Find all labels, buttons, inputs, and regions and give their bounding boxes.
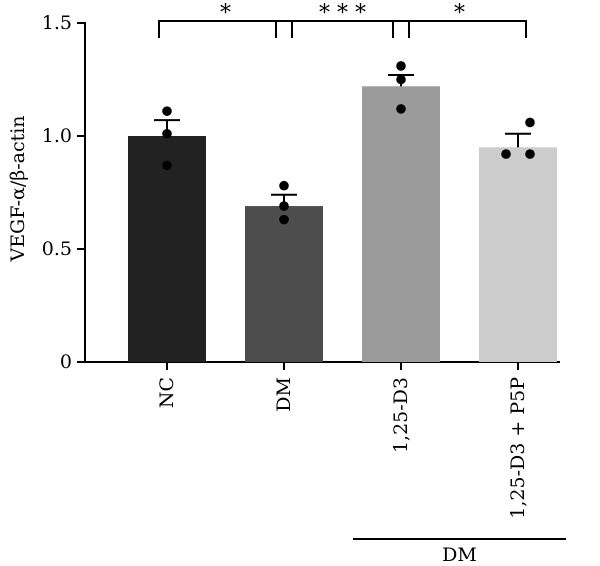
x-ticks: NC DM 1,25-D3 1,25-D3 + P5P (156, 362, 529, 519)
group-bracket-label: DM (442, 544, 477, 566)
significance-bracket (275, 20, 410, 38)
y-ticks: 0 0.5 1.0 1.5 (42, 12, 85, 373)
data-point (396, 61, 406, 71)
data-point (279, 214, 289, 225)
data-points (162, 61, 535, 225)
x-tick-label: 1,25-D3 (390, 377, 412, 453)
data-point (162, 128, 172, 139)
error-bars (154, 73, 531, 207)
y-tick-label: 1.5 (42, 12, 72, 34)
data-point (396, 104, 406, 114)
x-tick-label: NC (156, 377, 178, 408)
y-axis-title: VEGF-α/β-actin (7, 115, 29, 262)
bar (245, 206, 323, 362)
bar (479, 147, 557, 362)
data-point (279, 180, 289, 191)
x-tick-label: 1,25-D3 + P5P (507, 377, 529, 519)
bars (128, 86, 557, 362)
bar (362, 86, 440, 362)
y-tick-label: 1.0 (42, 125, 72, 147)
data-point (162, 160, 172, 171)
significance-label: * * * (319, 1, 366, 26)
x-tick-label: DM (273, 377, 295, 412)
data-point (396, 74, 406, 85)
y-tick-label: 0.5 (42, 238, 72, 260)
significance-bracket (392, 20, 527, 38)
significance-bracket (158, 20, 293, 38)
data-point (525, 117, 535, 128)
data-point (501, 149, 511, 159)
data-point (279, 201, 289, 211)
group-bracket: DM (353, 538, 566, 566)
significance-label: * (454, 1, 465, 26)
data-point (525, 149, 535, 159)
significance-brackets: * * * * * (158, 1, 527, 38)
data-point (162, 106, 172, 116)
y-tick-label: 0 (60, 351, 72, 373)
bar (128, 136, 206, 362)
significance-label: * (220, 1, 231, 26)
